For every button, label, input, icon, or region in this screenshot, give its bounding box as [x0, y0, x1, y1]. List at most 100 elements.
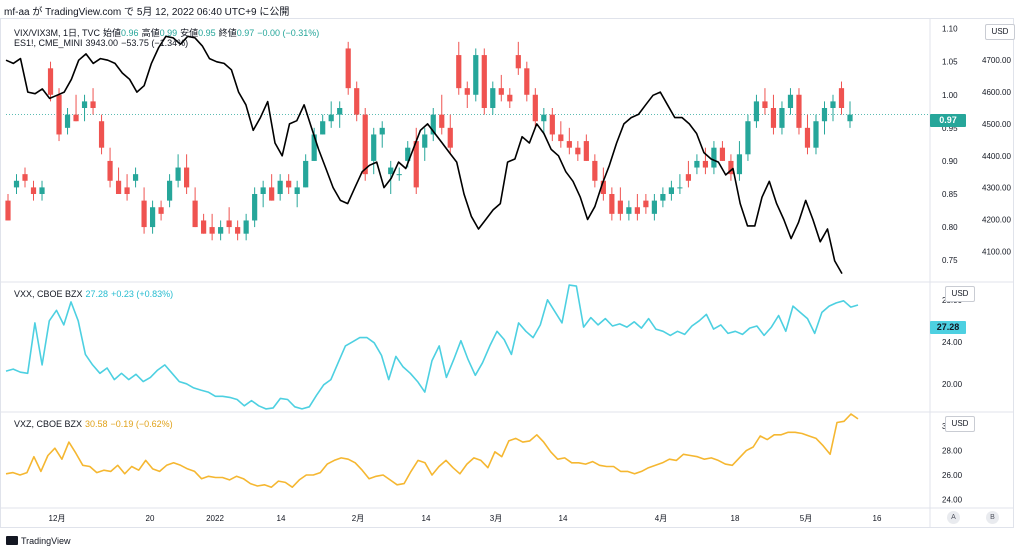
y-tick-ratio: 0.80	[942, 223, 958, 232]
publish-header: mf-aa が TradingView.com で 5月 12, 2022 06…	[4, 7, 290, 18]
candle-body	[260, 187, 266, 194]
candle-body	[192, 200, 198, 228]
y-tick-vxx: 24.00	[942, 338, 963, 347]
x-tick: 2月	[352, 514, 364, 523]
candle-body	[47, 68, 54, 95]
candle-body	[804, 127, 811, 148]
candle-body	[490, 88, 496, 108]
legend-symbol: VIX/VIX3M, 1日, TVC	[14, 28, 101, 38]
candle-body	[201, 220, 207, 234]
legend-symbol: ES1!, CME_MINI	[14, 38, 83, 48]
last-price-tag-ratio: 0.97	[930, 114, 966, 127]
candle-body	[124, 187, 130, 194]
candle-body	[532, 94, 538, 122]
candle-body	[22, 174, 28, 181]
candle-body	[847, 114, 853, 122]
candle-body	[592, 160, 598, 181]
candle-body	[583, 141, 589, 161]
legend-last: 30.58	[85, 419, 108, 429]
candle-body	[30, 187, 37, 194]
legend-high-label: 高値	[141, 28, 160, 38]
tradingview-logo-icon	[6, 536, 18, 545]
candle-body	[115, 180, 122, 194]
y-tick-vxz: 28.00	[942, 447, 963, 456]
candle-body	[541, 114, 547, 122]
candle-body	[345, 48, 351, 89]
candle-body	[311, 134, 317, 161]
auto-scale-button[interactable]: A	[947, 511, 960, 524]
candle-body	[668, 187, 674, 194]
legend-vxz: VXZ, CBOE BZX 30.58 −0.19 (−0.62%)	[14, 419, 176, 429]
x-tick: 18	[731, 514, 740, 523]
candle-body	[515, 55, 521, 69]
candle-body	[702, 160, 709, 168]
legend-change: −0.19 (−0.62%)	[110, 419, 173, 429]
candle-body	[98, 121, 105, 148]
legend-last: 3943.00	[85, 38, 119, 48]
y-tick-ratio: 1.05	[942, 58, 958, 67]
candle-body	[609, 194, 615, 214]
candle-body	[813, 121, 819, 148]
candle-body	[286, 180, 292, 188]
candle-body	[507, 94, 513, 102]
vxz-line	[5, 413, 859, 489]
candle-body	[456, 55, 462, 89]
candle-body	[320, 121, 326, 135]
log-scale-button[interactable]: B	[986, 511, 999, 524]
legend-change: −0.00 (−0.31%)	[257, 28, 320, 38]
candle-body	[379, 127, 385, 135]
candle-body	[830, 101, 836, 108]
es-line	[5, 35, 843, 274]
currency-button-vxx[interactable]: USD	[945, 286, 975, 302]
candle-body	[269, 187, 275, 201]
candle-body	[362, 114, 368, 175]
y-tick-ratio: 0.95	[942, 124, 958, 133]
candle-body	[439, 114, 445, 128]
candle-body	[677, 187, 683, 189]
candle-body	[745, 121, 751, 155]
chart-frame	[0, 18, 1014, 528]
candle-body	[473, 55, 479, 95]
candle-body	[838, 88, 845, 108]
candle-body	[277, 180, 283, 194]
candle-body	[166, 180, 173, 201]
candle-body	[634, 207, 640, 214]
candle-body	[235, 227, 241, 234]
candle-body	[464, 88, 470, 95]
candle-body	[651, 200, 657, 214]
candle-body	[413, 141, 419, 188]
y-tick-es: 4400.00	[982, 152, 1011, 161]
currency-button-main[interactable]: USD	[985, 24, 1015, 40]
x-tick: 4月	[655, 514, 667, 523]
legend-change: −53.75 (−1.34%)	[121, 38, 189, 48]
candle-body	[405, 147, 411, 161]
x-tick: 12月	[49, 514, 66, 523]
y-tick-es: 4300.00	[982, 184, 1011, 193]
candle-body	[218, 227, 224, 234]
currency-button-vxz[interactable]: USD	[945, 416, 975, 432]
candle-body	[252, 194, 258, 221]
y-tick-es: 4500.00	[982, 120, 1011, 129]
candle-body	[770, 108, 777, 128]
legend-vxx: VXX, CBOE BZX 27.28 +0.23 (+0.83%)	[14, 289, 176, 299]
x-tick: 14	[422, 514, 431, 523]
legend-es: ES1!, CME_MINI 3943.00 −53.75 (−1.34%)	[14, 38, 191, 48]
legend-low: 0.95	[198, 28, 216, 38]
y-tick-vxx: 20.00	[942, 380, 963, 389]
candle-body	[149, 207, 156, 228]
candle-body	[524, 68, 530, 95]
candle-body	[243, 220, 249, 234]
candle-body	[90, 101, 96, 108]
legend-close: 0.97	[236, 28, 255, 38]
candle-body	[354, 88, 360, 115]
y-tick-vxz: 26.00	[942, 471, 963, 480]
x-tick: 5月	[800, 514, 812, 523]
y-tick-es: 4200.00	[982, 215, 1011, 224]
x-tick: 16	[873, 514, 882, 523]
candle-body	[558, 134, 564, 142]
candle-body	[711, 147, 717, 168]
candle-body	[626, 207, 632, 214]
candle-body	[549, 114, 555, 135]
candle-body	[158, 207, 164, 214]
candle-body	[81, 101, 88, 108]
